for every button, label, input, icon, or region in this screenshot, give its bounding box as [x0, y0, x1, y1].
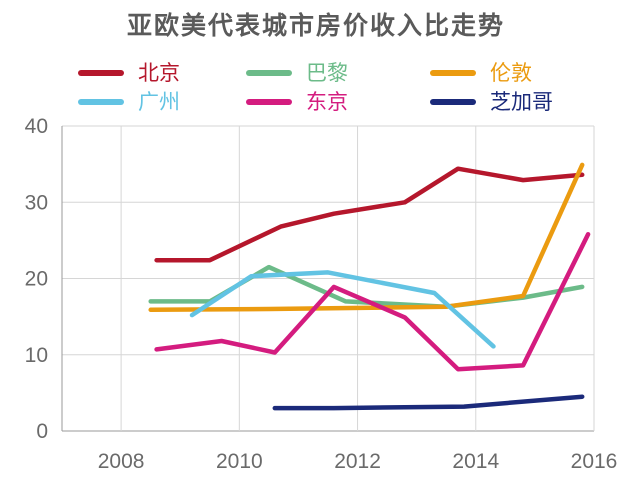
legend-label-guangzhou: 广州 — [138, 90, 180, 114]
legend-swatch-tokyo — [246, 99, 292, 105]
series-line-5 — [272, 394, 585, 411]
series-line-3 — [189, 270, 496, 349]
legend-label-london: 伦敦 — [490, 61, 532, 85]
legend-label-chicago: 芝加哥 — [490, 90, 553, 114]
series-line-2 — [148, 162, 585, 313]
y-tick-label: 40 — [25, 115, 48, 138]
legend-label-paris: 巴黎 — [306, 61, 348, 85]
y-tick-label: 0 — [36, 420, 48, 443]
chart-title: 亚欧美代表城市房价收入比走势 — [126, 11, 505, 40]
legend-swatch-paris — [246, 70, 292, 76]
legend-swatch-beijing — [78, 70, 124, 76]
series-lines — [148, 162, 591, 411]
x-tick-label: 2012 — [334, 450, 381, 473]
legend-swatch-guangzhou — [78, 99, 124, 105]
series-line-4 — [154, 232, 591, 372]
y-tick-label: 10 — [25, 344, 48, 367]
x-tick-label: 2008 — [98, 450, 145, 473]
x-tick-label: 2016 — [571, 450, 618, 473]
chart-legend: 北京 巴黎 伦敦 广州 东京 芝加哥 — [0, 0, 632, 120]
x-tick-label: 2014 — [452, 450, 499, 473]
grid — [62, 125, 595, 432]
y-tick-label: 30 — [25, 191, 48, 214]
tick-labels: 0 10 20 30 40 2008 2010 2012 2014 2016 — [25, 115, 618, 473]
x-tick-label: 2010 — [216, 450, 263, 473]
legend-label-beijing: 北京 — [138, 61, 180, 85]
y-tick-label: 20 — [25, 268, 48, 291]
legend-label-tokyo: 东京 — [306, 90, 348, 114]
series-line-0 — [154, 166, 585, 263]
legend-swatch-chicago — [430, 99, 476, 105]
legend-swatch-london — [430, 70, 476, 76]
